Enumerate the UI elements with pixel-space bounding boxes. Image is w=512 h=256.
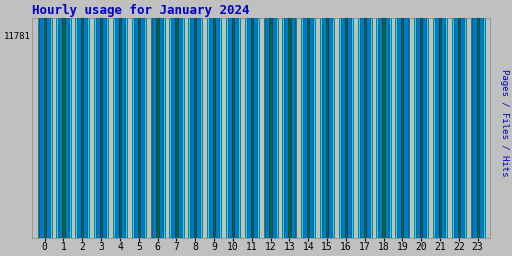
Bar [115, 0, 125, 238]
Bar [382, 0, 385, 238]
Text: Hourly usage for January 2024: Hourly usage for January 2024 [32, 4, 250, 17]
Bar [188, 0, 202, 238]
Bar [56, 0, 71, 238]
Bar [39, 0, 50, 238]
Bar [169, 0, 183, 238]
Bar [322, 0, 332, 238]
Bar [62, 0, 65, 238]
Bar [77, 0, 88, 238]
Bar [194, 0, 197, 238]
Bar [378, 0, 389, 238]
Bar [269, 0, 272, 238]
Bar [190, 0, 201, 238]
Bar [213, 0, 215, 238]
Bar [134, 0, 144, 238]
Bar [345, 0, 347, 238]
Bar [100, 0, 102, 238]
Bar [395, 0, 410, 238]
Bar [207, 0, 221, 238]
Bar [433, 0, 447, 238]
Bar [477, 0, 479, 238]
Bar [473, 0, 483, 238]
Bar [397, 0, 408, 238]
Bar [320, 0, 334, 238]
Bar [228, 0, 238, 238]
Bar [209, 0, 219, 238]
Bar [282, 0, 296, 238]
Bar [454, 0, 464, 238]
Bar [44, 0, 46, 238]
Bar [326, 0, 328, 238]
Bar [435, 0, 445, 238]
Bar [288, 0, 290, 238]
Bar [264, 0, 278, 238]
Text: Pages / Files / Hits: Pages / Files / Hits [500, 69, 509, 177]
Bar [364, 0, 366, 238]
Bar [226, 0, 240, 238]
Bar [75, 0, 90, 238]
Bar [232, 0, 234, 238]
Bar [452, 0, 466, 238]
Bar [471, 0, 485, 238]
Bar [245, 0, 259, 238]
Bar [376, 0, 391, 238]
Bar [414, 0, 428, 238]
Bar [58, 0, 69, 238]
Bar [119, 0, 121, 238]
Bar [359, 0, 370, 238]
Bar [157, 0, 159, 238]
Bar [132, 0, 146, 238]
Bar [113, 0, 127, 238]
Bar [153, 0, 163, 238]
Bar [151, 0, 165, 238]
Bar [401, 0, 403, 238]
Bar [416, 0, 426, 238]
Bar [301, 0, 315, 238]
Bar [265, 0, 276, 238]
Bar [340, 0, 351, 238]
Bar [339, 0, 353, 238]
Bar [37, 0, 52, 238]
Bar [175, 0, 178, 238]
Bar [172, 0, 182, 238]
Bar [420, 0, 422, 238]
Bar [247, 0, 257, 238]
Bar [358, 0, 372, 238]
Bar [439, 0, 441, 238]
Bar [303, 0, 313, 238]
Bar [458, 0, 460, 238]
Bar [284, 0, 294, 238]
Bar [81, 0, 83, 238]
Bar [94, 0, 108, 238]
Bar [138, 0, 140, 238]
Bar [96, 0, 106, 238]
Bar [307, 0, 309, 238]
Bar [251, 0, 253, 238]
